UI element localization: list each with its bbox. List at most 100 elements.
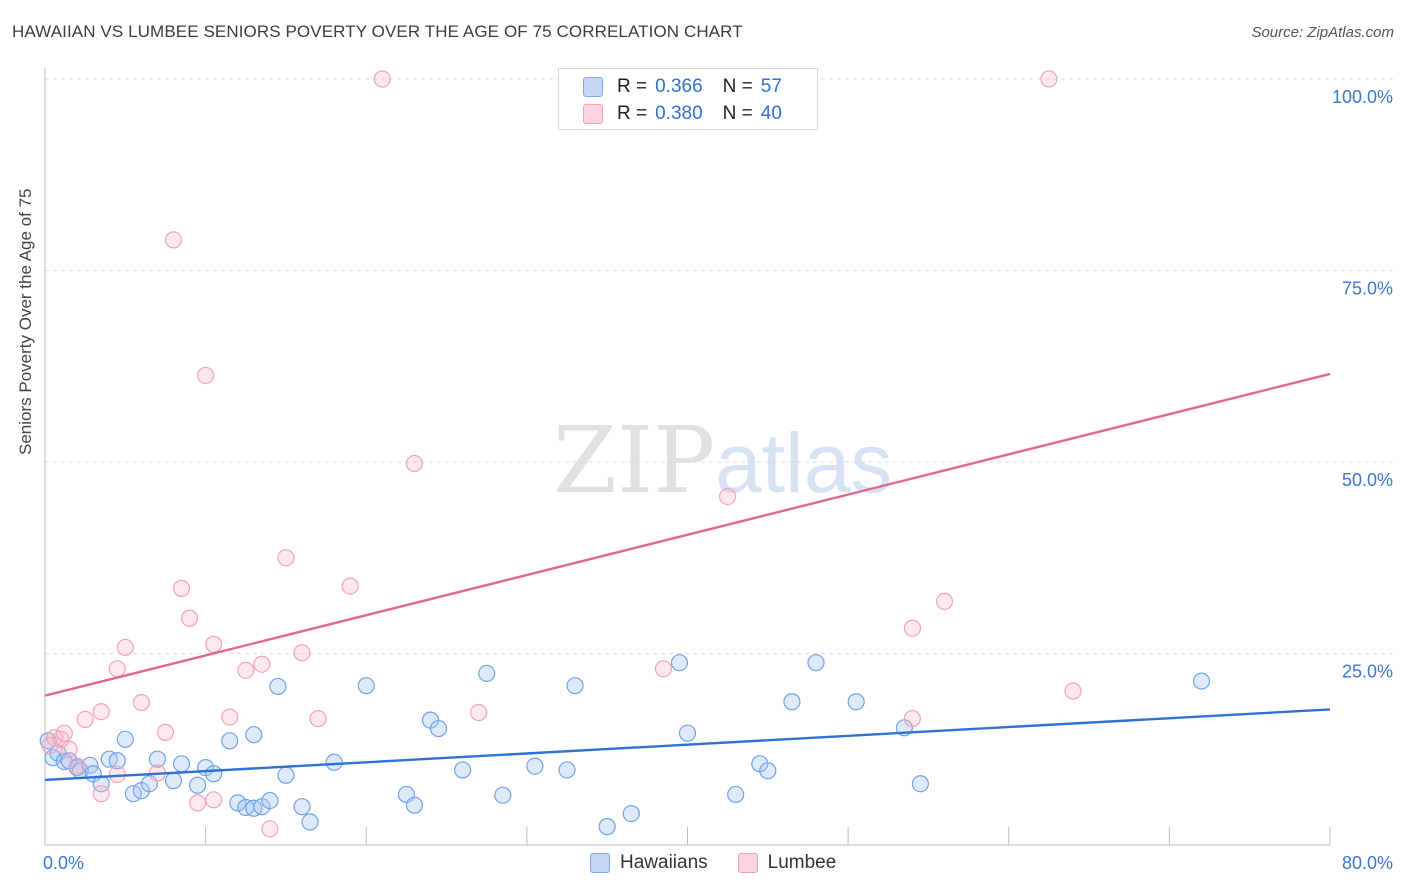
hawaiians-point <box>269 677 287 696</box>
lumbee-point <box>156 723 175 741</box>
lumbee-trend-line <box>44 372 1331 697</box>
lumbee-swatch <box>583 104 603 124</box>
lumbee-point <box>172 579 191 597</box>
lumbee-point <box>221 708 239 726</box>
hawaiians-point <box>566 677 584 695</box>
series-legend: Hawaiians Lumbee <box>590 852 866 874</box>
hawaiians-point <box>205 765 223 783</box>
lumbee-point <box>903 619 921 637</box>
hawaiians-point <box>494 786 512 804</box>
hawaiians-point <box>245 726 263 744</box>
hawaiians-swatch <box>590 853 610 873</box>
hawaiians-point <box>108 752 126 770</box>
lumbee-point <box>719 487 737 506</box>
y-tick-label: 100.0% <box>1332 87 1393 107</box>
lumbee-point <box>116 638 134 656</box>
hawaiians-point <box>293 798 311 816</box>
lumbee-point <box>205 791 223 809</box>
hawaiians-point <box>325 753 343 771</box>
lumbee-point <box>60 740 78 758</box>
hawaiians-point <box>454 761 472 779</box>
r-value: 0.366 <box>655 76 703 97</box>
hawaiians-point <box>172 755 191 773</box>
r-label: R = <box>617 76 648 97</box>
lumbee-point <box>132 693 150 712</box>
lumbee-point <box>309 710 327 728</box>
legend-label-lumbee: Lumbee <box>767 852 837 873</box>
lumbee-point <box>55 724 73 742</box>
hawaiians-point <box>229 794 247 812</box>
chart-title: HAWAIIAN VS LUMBEE SENIORS POVERTY OVER … <box>12 22 743 41</box>
lumbee-point <box>470 703 488 722</box>
hawaiians-point <box>405 796 424 814</box>
lumbee-point <box>188 794 207 812</box>
hawaiians-point <box>188 776 207 794</box>
hawaiians-point <box>277 766 295 784</box>
hawaiians-point <box>598 818 616 836</box>
legend-item-hawaiians[interactable]: Hawaiians <box>590 852 708 874</box>
y-tick-label: 75.0% <box>1342 279 1393 299</box>
hawaiians-point <box>911 775 930 793</box>
hawaiians-point <box>148 750 167 768</box>
n-label: N = <box>722 76 753 97</box>
hawaiians-point <box>727 785 745 804</box>
lumbee-point <box>237 661 255 679</box>
n-value: 57 <box>760 76 782 97</box>
hawaiians-point <box>357 677 375 695</box>
hawaiians-trend-line <box>44 708 1331 782</box>
n-label: N = <box>722 103 753 124</box>
watermark-zip: ZIP <box>553 407 715 514</box>
lumbee-point <box>68 757 86 775</box>
hawaiians-point <box>622 804 640 823</box>
lumbee-point <box>108 660 126 678</box>
hawaiians-point <box>759 762 777 780</box>
watermark: ZIP atlas <box>553 407 892 514</box>
legend-label-hawaiians: Hawaiians <box>620 852 708 873</box>
stats-row-hawaiians: R = 0.366 N = 57 <box>583 76 782 98</box>
axes <box>44 68 1331 846</box>
lumbee-point <box>261 820 279 838</box>
lumbee-point <box>1064 682 1082 700</box>
hawaiians-point <box>526 757 544 775</box>
source-credit: Source: ZipAtlas.com <box>1251 24 1394 41</box>
lumbee-point <box>903 710 921 728</box>
r-label: R = <box>617 103 648 124</box>
lumbee-point <box>654 660 673 678</box>
x-tick-label: 80.0% <box>1342 853 1393 873</box>
lumbee-point <box>277 549 295 567</box>
stats-legend: R = 0.366 N = 57 R = 0.380 N = 40 <box>558 68 818 130</box>
lumbee-point <box>373 70 391 88</box>
lumbee-point <box>180 609 199 627</box>
hawaiians-point <box>478 664 496 683</box>
n-value: 40 <box>760 103 782 124</box>
lumbee-point <box>293 644 311 662</box>
hawaiians-series <box>39 654 1211 836</box>
hawaiians-point <box>116 730 134 748</box>
lumbee-point <box>92 703 110 721</box>
hawaiians-swatch <box>583 77 603 97</box>
legend-item-lumbee[interactable]: Lumbee <box>737 852 837 874</box>
lumbee-point <box>197 366 215 385</box>
lumbee-point <box>1040 70 1058 88</box>
lumbee-point <box>253 655 271 673</box>
lumbee-point <box>46 729 64 747</box>
lumbee-point <box>76 710 94 728</box>
hawaiians-point <box>678 724 697 742</box>
x-tick-label: 0.0% <box>43 853 84 873</box>
watermark-atlas: atlas <box>715 416 892 510</box>
stats-row-lumbee: R = 0.380 N = 40 <box>583 103 782 125</box>
gridlines <box>45 78 1395 654</box>
lumbee-point <box>405 454 424 473</box>
y-tick-label: 25.0% <box>1342 662 1393 682</box>
y-axis-label: Seniors Poverty Over the Age of 75 <box>16 188 35 455</box>
hawaiians-point <box>670 654 689 672</box>
lumbee-point <box>341 577 359 595</box>
hawaiians-point <box>301 813 319 831</box>
lumbee-point <box>935 592 954 611</box>
lumbee-point <box>205 635 223 653</box>
hawaiians-point <box>164 772 183 790</box>
hawaiians-point <box>558 761 576 779</box>
hawaiians-point <box>807 654 825 672</box>
hawaiians-point <box>261 791 279 810</box>
